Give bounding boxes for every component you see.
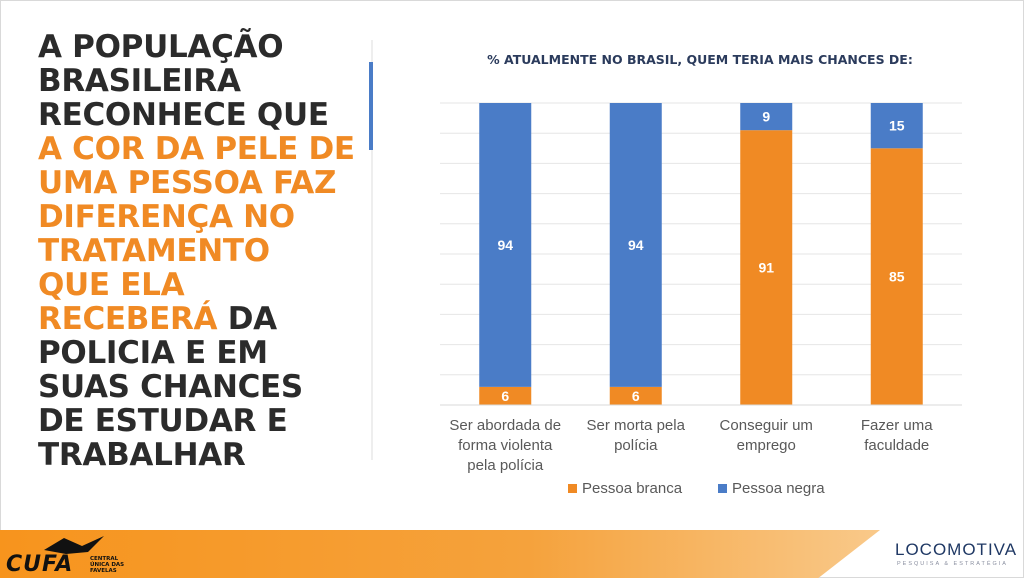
cufa-logo: CUFA xyxy=(6,552,74,577)
data-label: 85 xyxy=(889,269,905,285)
locomotiva-logo: LOCOMOTIVA xyxy=(895,540,1018,559)
stacked-bar-chart: 6 94 Ser abordada de forma violenta pela pol… xyxy=(440,102,962,497)
data-label: 6 xyxy=(632,388,640,404)
bar-segment xyxy=(479,386,532,405)
headline-line: BRASILEIRA xyxy=(38,63,241,99)
data-label: 94 xyxy=(497,237,513,253)
headline-line: SUAS CHANCES xyxy=(38,369,303,405)
legend-label: Pessoa negra xyxy=(732,480,825,497)
data-label: 94 xyxy=(628,237,644,253)
headline-text: DA xyxy=(217,301,277,337)
headline-line: TRABALHAR xyxy=(38,437,246,473)
data-label: 15 xyxy=(889,118,905,134)
data-label: 91 xyxy=(758,260,774,276)
divider-line xyxy=(371,40,373,460)
accent-bar xyxy=(369,62,373,150)
category-label: Ser abordada de xyxy=(449,417,561,434)
locomotiva-logo-subtitle: PESQUISA & ESTRATÉGIA xyxy=(897,561,1008,567)
footer-band xyxy=(0,530,880,578)
legend-label: Pessoa branca xyxy=(582,480,683,497)
headline-highlight: TRATAMENTO xyxy=(38,233,270,269)
category-label: Conseguir um xyxy=(720,417,813,434)
headline-highlight: UMA PESSOA FAZ xyxy=(38,165,337,201)
cufa-bird-icon xyxy=(44,536,104,554)
bar-segment xyxy=(609,103,662,387)
category-label: faculdade xyxy=(864,437,929,454)
category-label: Ser morta pela xyxy=(587,417,686,434)
data-label: 9 xyxy=(762,109,770,125)
headline: A POPULAÇÃO BRASILEIRA RECONHECE QUE A C… xyxy=(38,30,368,472)
headline-highlight: QUE ELA xyxy=(38,267,185,303)
cufa-logo-subtitle: CENTRAL ÚNICA DAS FAVELAS xyxy=(90,556,125,574)
headline-line: POLICIA E EM xyxy=(38,335,268,371)
category-label: Fazer uma xyxy=(861,417,933,434)
legend-swatch xyxy=(718,484,727,493)
bar-segment xyxy=(609,386,662,405)
bar-segment xyxy=(479,103,532,387)
data-label: 6 xyxy=(501,388,509,404)
category-label: polícia xyxy=(614,437,658,454)
category-label: emprego xyxy=(737,437,796,454)
headline-highlight: RECEBERÁ xyxy=(38,301,218,337)
bar-segment xyxy=(740,130,793,405)
chart-title: % ATUALMENTE NO BRASIL, QUEM TERIA MAIS … xyxy=(487,52,913,67)
legend-swatch xyxy=(568,484,577,493)
headline-line: A POPULAÇÃO xyxy=(38,29,284,65)
headline-line: RECONHECE QUE xyxy=(38,97,329,133)
bar-segment xyxy=(740,103,793,131)
headline-line: DE ESTUDAR E xyxy=(38,403,288,439)
headline-highlight: DIFERENÇA NO xyxy=(38,199,295,235)
bar-segment xyxy=(870,103,923,149)
headline-mixed-line: RECEBERÁ DA xyxy=(38,302,368,336)
category-label: pela polícia xyxy=(467,457,544,474)
headline-highlight: A COR DA PELE DE xyxy=(38,131,355,167)
bar-segment xyxy=(870,148,923,406)
category-label: forma violenta xyxy=(458,437,553,454)
